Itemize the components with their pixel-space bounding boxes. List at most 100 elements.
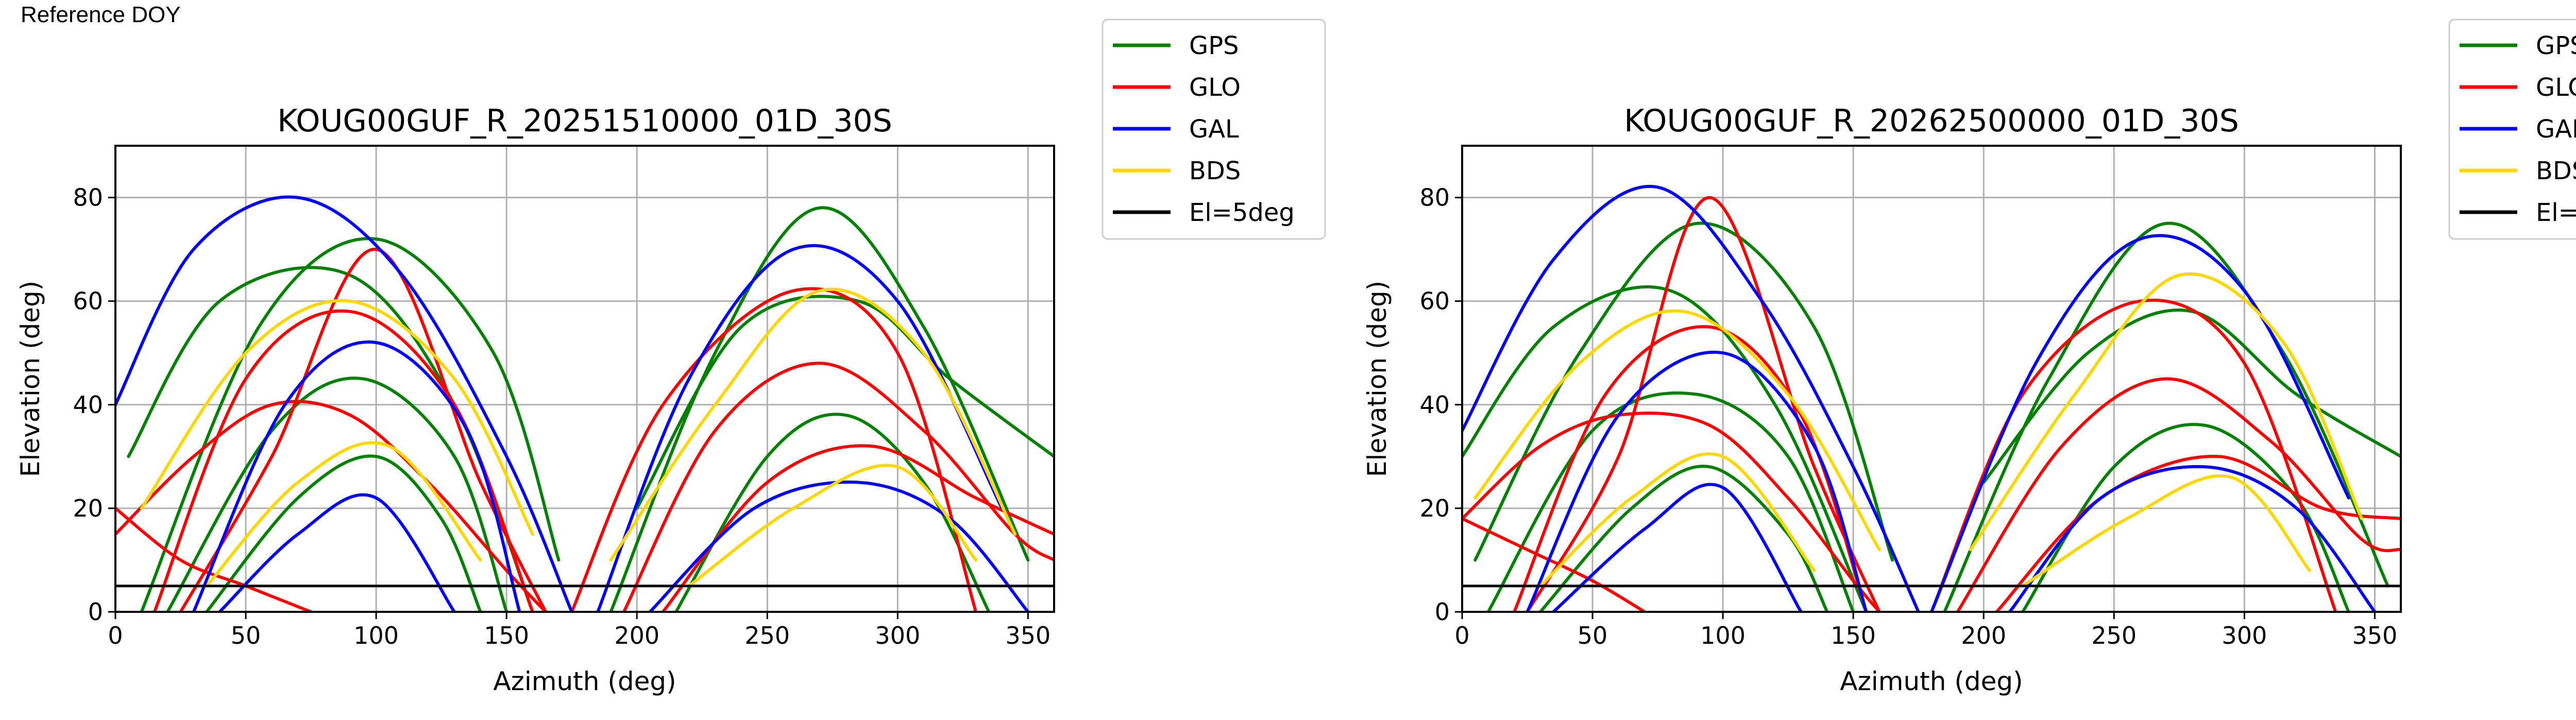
x-tick-label: 150 <box>1831 622 1876 649</box>
plot-frame <box>114 145 1055 613</box>
satellite-track <box>1462 412 1881 612</box>
legend: GPS GLO GAL BDS El=5deg <box>2448 19 2576 240</box>
x-tick-label: 0 <box>1454 622 1469 649</box>
legend-label: GLO <box>2536 73 2576 102</box>
legend-label: El=5deg <box>1189 198 1295 227</box>
satellite-track <box>192 340 521 612</box>
satellite-track <box>1538 452 1816 588</box>
satellite-track <box>648 481 1030 612</box>
satellite-track <box>1995 455 2401 612</box>
legend-label: El=5deg <box>2536 198 2576 227</box>
x-tick-label: 250 <box>744 622 790 649</box>
skyplot-chart-right: 0 50 100 150 200 250 300 350 0 20 40 60 80 KOUG00GUF_… <box>1362 19 2576 696</box>
series-glo <box>1462 196 2401 612</box>
y-tick-label: 80 <box>1419 184 1450 212</box>
satellite-track <box>609 206 1030 612</box>
legend-label: BDS <box>1189 157 1241 185</box>
series-glo <box>115 248 1054 612</box>
satellite-track <box>2021 474 2311 588</box>
satellite-track <box>570 287 978 612</box>
series-bds <box>140 287 1017 588</box>
satellite-track <box>1538 465 1829 612</box>
satellite-track <box>1552 483 1803 612</box>
satellite-track <box>1930 298 2337 612</box>
satellite-track <box>1956 377 2401 612</box>
x-tick-label: 200 <box>614 622 659 649</box>
data-tracks <box>1462 184 2401 612</box>
skyplot-chart-left: 0 50 100 150 200 250 300 350 0 20 40 60 80 KOUG00GUF_… <box>15 19 1326 696</box>
satellite-track <box>1526 351 1868 612</box>
satellite-track <box>687 464 978 588</box>
x-tick-label: 100 <box>353 622 399 649</box>
satellite-track <box>1462 285 1868 612</box>
legend-label: GAL <box>1189 115 1239 144</box>
satellite-track <box>115 400 548 612</box>
chart-title: KOUG00GUF_R_20262500000_01D_30S <box>1624 103 2239 139</box>
x-tick-label: 150 <box>484 622 529 649</box>
plot-frame <box>1461 145 2402 613</box>
x-tick-label: 250 <box>2091 622 2137 649</box>
satellite-track <box>609 287 1017 562</box>
x-axis-label: Azimuth (deg) <box>1840 666 2023 696</box>
satellite-track <box>2008 465 2377 612</box>
y-tick-label: 0 <box>1435 598 1450 626</box>
y-tick-label: 40 <box>1419 391 1450 419</box>
y-axis-label: Elevation (deg) <box>15 281 45 477</box>
legend-label: BDS <box>2536 157 2576 185</box>
y-tick-label: 20 <box>1419 494 1450 522</box>
satellite-track <box>1462 517 1647 612</box>
y-tick-label: 60 <box>1419 287 1450 315</box>
satellite-track <box>1943 221 2389 612</box>
legend-label: GLO <box>1189 73 1241 102</box>
legend: GPS GLO GAL BDS El=5deg <box>1101 19 1326 240</box>
series-gps <box>127 206 1054 612</box>
satellite-track <box>1473 309 1881 552</box>
series-bds <box>1473 272 2364 588</box>
x-tick-label: 300 <box>875 622 920 649</box>
x-tick-label: 350 <box>2352 622 2397 649</box>
satellite-track <box>140 237 561 612</box>
satellite-track <box>1486 391 1855 612</box>
satellite-track <box>1513 325 1868 612</box>
satellite-track <box>674 413 991 612</box>
satellite-track <box>1930 234 2350 612</box>
series-gal <box>1462 184 2377 612</box>
legend-label: GPS <box>1189 31 1239 60</box>
satellite-track <box>166 376 509 612</box>
data-tracks <box>115 195 1054 612</box>
legend-label: GPS <box>2536 31 2576 60</box>
x-tick-label: 50 <box>1578 622 1608 649</box>
satellite-track <box>1526 196 1881 612</box>
satellite-track <box>1462 184 1920 612</box>
legend-label: GAL <box>2536 115 2576 144</box>
y-axis-label: Elevation (deg) <box>1362 281 1392 477</box>
page-heading: Reference DOY <box>21 2 181 27</box>
satellite-track <box>1473 221 1894 562</box>
grid-lines <box>114 146 1054 613</box>
chart-panel-right: 0 50 100 150 200 250 300 350 0 20 40 60 80 KOUG00GUF_… <box>1347 0 2576 720</box>
x-tick-label: 0 <box>108 622 123 649</box>
y-tick-label: 20 <box>73 494 103 522</box>
x-axis-label: Azimuth (deg) <box>493 666 676 696</box>
satellite-track <box>1969 272 2364 552</box>
satellite-track <box>622 362 1054 612</box>
y-tick-label: 80 <box>73 184 103 212</box>
grid-lines <box>1461 146 2401 613</box>
x-tick-label: 350 <box>1005 622 1050 649</box>
satellite-track <box>140 299 534 536</box>
satellite-track <box>115 195 573 612</box>
chart-title: KOUG00GUF_R_20251510000_01D_30S <box>277 103 892 139</box>
x-tick-label: 100 <box>1700 622 1745 649</box>
y-tick-label: 0 <box>88 598 103 626</box>
y-tick-label: 60 <box>73 287 103 315</box>
y-tick-label: 40 <box>73 391 103 419</box>
satellite-track <box>205 454 482 612</box>
chart-panel-left: 0 50 100 150 200 250 300 350 0 20 40 60 80 KOUG00GUF_… <box>15 19 1326 696</box>
satellite-track <box>218 493 456 612</box>
x-tick-label: 300 <box>2222 622 2267 649</box>
satellite-track <box>2021 423 2350 612</box>
x-tick-label: 200 <box>1961 622 2006 649</box>
legend-box <box>1101 19 1326 240</box>
satellite-track <box>205 441 482 588</box>
x-tick-label: 50 <box>231 622 261 649</box>
